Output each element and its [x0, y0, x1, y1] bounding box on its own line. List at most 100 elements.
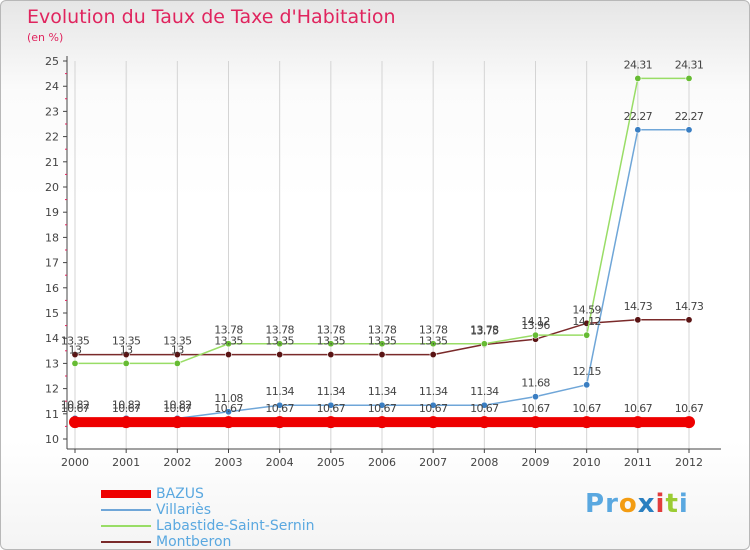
data-label-bazus-2003: 10.67 — [214, 402, 243, 415]
data-label-labastide-saint-sernin-2008: 13.78 — [470, 324, 499, 337]
data-label-villari-s-2009: 11.68 — [521, 377, 550, 390]
x-tick-label-2012: 2012 — [675, 456, 703, 469]
y-tick-label-22: 22 — [45, 131, 59, 144]
data-label-labastide-saint-sernin-2006: 13.78 — [368, 324, 397, 337]
data-label-montberon-2011: 14.73 — [624, 300, 653, 313]
point-villari-s-2007 — [429, 401, 437, 409]
data-label-bazus-2000: 10.67 — [61, 402, 90, 415]
data-label-labastide-saint-sernin-2001: 13 — [120, 343, 133, 356]
y-tick-label-14: 14 — [45, 332, 59, 345]
legend-swatch-bazus — [101, 490, 151, 498]
data-label-montberon-2002: 13.35 — [163, 335, 192, 348]
point-bazus-2004 — [273, 416, 286, 429]
data-label-montberon-2003: 13.35 — [214, 335, 243, 348]
point-labastide-saint-sernin-2009 — [531, 331, 539, 339]
y-tick-label-24: 24 — [45, 80, 59, 93]
data-label-labastide-saint-sernin-2002: 13 — [171, 343, 184, 356]
point-montberon-2004 — [276, 351, 284, 359]
point-labastide-saint-sernin-2006 — [378, 340, 386, 348]
point-bazus-2005 — [324, 416, 337, 429]
y-tick-label-15: 15 — [45, 307, 59, 320]
point-labastide-saint-sernin-2003 — [225, 340, 233, 348]
point-bazus-2008 — [478, 416, 491, 429]
logo-letter: i — [678, 489, 689, 519]
point-villari-s-2008 — [480, 401, 488, 409]
y-tick-label-13: 13 — [45, 357, 59, 370]
x-tick-label-2003: 2003 — [215, 456, 243, 469]
data-label-labastide-saint-sernin-2003: 13.78 — [214, 324, 243, 337]
data-label-villari-s-2003: 11.08 — [214, 392, 243, 405]
data-label-villari-s-2006: 11.34 — [368, 385, 397, 398]
data-label-labastide-saint-sernin-2000: 13 — [69, 343, 82, 356]
legend-item-villari-s: Villariès — [101, 502, 361, 518]
logo-letter: i — [655, 489, 666, 519]
data-label-villari-s-2008: 11.34 — [470, 385, 499, 398]
data-label-labastide-saint-sernin-2005: 13.78 — [317, 324, 346, 337]
logo-letter: r — [605, 489, 619, 519]
line-chart: 10 11 12 13 14 15 16 17 18 19 20 21 22 23 24 25 2000 2001… — [45, 55, 721, 469]
logo-letter: o — [618, 489, 638, 519]
point-montberon-2005 — [327, 351, 335, 359]
x-tick-label-2000: 2000 — [61, 456, 89, 469]
point-montberon-2002 — [173, 351, 181, 359]
legend-swatch-labastide-saint-sernin — [101, 525, 151, 527]
x-tick-label-2008: 2008 — [470, 456, 498, 469]
point-labastide-saint-sernin-2002 — [173, 359, 181, 367]
data-label-bazus-2001: 10.67 — [112, 402, 141, 415]
data-label-montberon-2007: 13.35 — [419, 335, 448, 348]
legend-swatch-montberon — [101, 541, 151, 543]
y-tick-label-18: 18 — [45, 231, 59, 244]
chart-title: Evolution du Taux de Taxe d'Habitation — [27, 6, 396, 28]
point-bazus-2011 — [631, 416, 644, 429]
data-label-bazus-2002: 10.67 — [163, 402, 192, 415]
point-villari-s-2011 — [634, 126, 642, 134]
data-label-labastide-saint-sernin-2012: 24.31 — [675, 58, 704, 71]
point-labastide-saint-sernin-2000 — [71, 359, 79, 367]
logo-letter: t — [665, 489, 679, 519]
legend-item-labastide-saint-sernin: Labastide-Saint-Sernin — [101, 518, 361, 534]
point-bazus-2003 — [222, 416, 235, 429]
data-label-montberon-2005: 13.35 — [317, 335, 346, 348]
point-villari-s-2009 — [531, 393, 539, 401]
y-tick-label-17: 17 — [45, 257, 59, 270]
point-villari-s-2004 — [276, 401, 284, 409]
data-label-montberon-2004: 13.35 — [265, 335, 294, 348]
data-label-montberon-2012: 14.73 — [675, 300, 704, 313]
y-tick-label-20: 20 — [45, 181, 59, 194]
point-labastide-saint-sernin-2012 — [685, 74, 693, 82]
legend: BAZUS Villariès Labastide-Saint-Sernin Mont… — [101, 486, 361, 550]
data-label-villari-s-2002: 10.82 — [163, 398, 192, 411]
point-bazus-2006 — [376, 416, 388, 429]
data-label-villari-s-2012: 22.27 — [675, 110, 704, 123]
point-villari-s-2012 — [685, 126, 693, 134]
data-label-bazus-2007: 10.67 — [419, 402, 448, 415]
point-bazus-2001 — [120, 416, 133, 429]
data-label-montberon-2008: 13.75 — [470, 325, 499, 338]
x-tick-label-2009: 2009 — [522, 456, 550, 469]
data-label-bazus-2012: 10.67 — [675, 402, 704, 415]
logo-letter: P — [585, 489, 606, 519]
data-label-bazus-2008: 10.67 — [470, 402, 499, 415]
data-label-villari-s-2004: 11.34 — [265, 385, 294, 398]
point-labastide-saint-sernin-2010 — [583, 331, 591, 339]
point-bazus-2009 — [529, 416, 542, 429]
point-montberon-2007 — [429, 351, 437, 359]
data-label-bazus-2009: 10.67 — [521, 402, 550, 415]
legend-item-montberon: Montberon — [101, 534, 361, 550]
y-tick-label-12: 12 — [45, 383, 59, 396]
data-label-labastide-saint-sernin-2010: 14.12 — [572, 315, 601, 328]
point-villari-s-2003 — [225, 408, 233, 416]
legend-label-montberon: Montberon — [156, 534, 232, 550]
y-tick-label-10: 10 — [45, 433, 59, 446]
x-tick-label-2007: 2007 — [419, 456, 447, 469]
data-label-labastide-saint-sernin-2004: 13.78 — [265, 324, 294, 337]
point-montberon-2006 — [378, 351, 386, 359]
point-labastide-saint-sernin-2004 — [276, 340, 284, 348]
y-tick-label-23: 23 — [45, 105, 59, 118]
y-tick-label-25: 25 — [45, 55, 59, 68]
legend-swatch-villari-s — [101, 509, 151, 511]
legend-label-bazus: BAZUS — [156, 486, 204, 502]
point-montberon-2003 — [225, 351, 233, 359]
x-tick-label-2006: 2006 — [368, 456, 396, 469]
